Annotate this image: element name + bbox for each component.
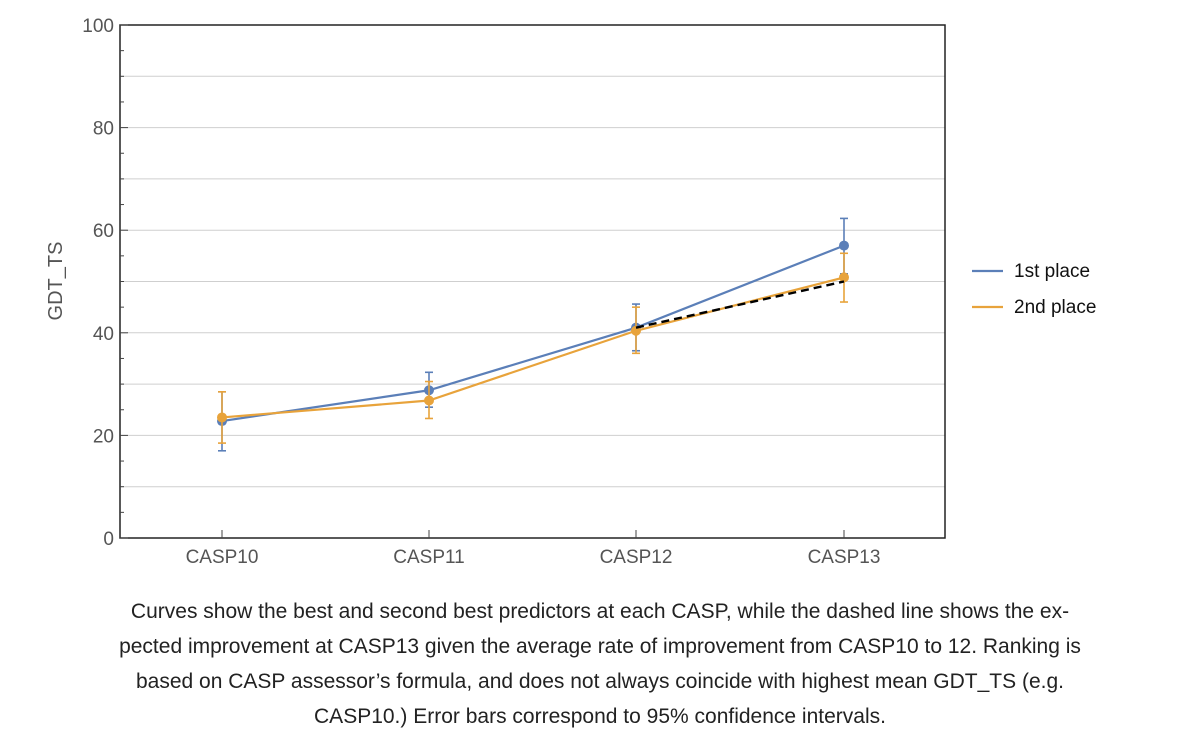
line-chart: 0 20 40 60 80 100 CASP10 CASP11 CASP12 CASP13 GD… <box>45 16 1096 568</box>
y-tick-label: 100 <box>82 16 114 37</box>
caption-line: Curves show the best and second best pre… <box>130 600 1070 623</box>
x-tick-label: CASP10 <box>186 547 259 568</box>
y-axis-title: GDT_TS <box>45 242 67 321</box>
y-tick-label: 80 <box>93 119 114 140</box>
y-tick-label: 0 <box>103 529 114 550</box>
legend-label: 1st place <box>1014 261 1090 282</box>
data-point <box>217 412 227 423</box>
series-line <box>221 244 845 423</box>
caption-line: pected improvement at CASP13 given the a… <box>119 635 1081 658</box>
caption-line: CASP10.) Error bars correspond to 95% co… <box>314 705 886 728</box>
legend: 1st place 2nd place <box>972 261 1096 318</box>
x-tick-label: CASP11 <box>393 547 464 568</box>
series-line <box>221 276 845 419</box>
data-point <box>424 395 434 406</box>
x-tick-label: CASP13 <box>808 547 881 568</box>
x-axis-ticks: CASP10 CASP11 CASP12 CASP13 <box>186 530 881 568</box>
y-tick-label: 20 <box>93 426 114 447</box>
y-tick-label: 40 <box>93 324 114 345</box>
gridlines <box>120 75 945 488</box>
y-axis-ticks: 0 20 40 60 80 100 <box>82 16 128 550</box>
data-point <box>839 240 849 251</box>
figure-caption: Curves show the best and second best pre… <box>30 594 1170 734</box>
legend-label: 2nd place <box>1014 297 1096 318</box>
caption-line: based on CASP assessor’s formula, and do… <box>136 670 1064 693</box>
x-tick-label: CASP12 <box>600 547 673 568</box>
series-layer <box>217 217 849 452</box>
series-1 <box>217 217 849 452</box>
y-tick-label: 60 <box>93 221 114 242</box>
data-point <box>839 272 849 283</box>
expected-improvement-line <box>635 280 845 329</box>
